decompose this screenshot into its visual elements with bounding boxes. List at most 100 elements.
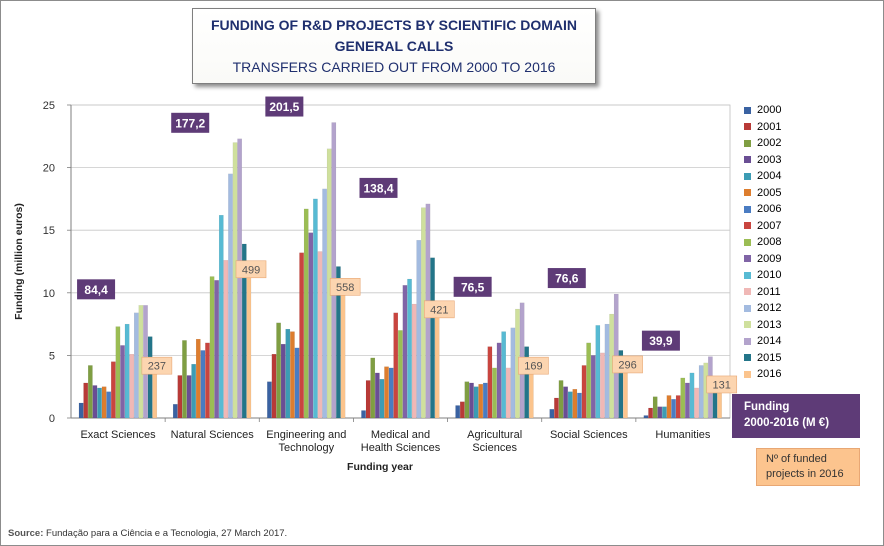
bar-2005 xyxy=(290,331,295,419)
legend-swatch xyxy=(744,139,751,147)
bar-2006 xyxy=(200,350,206,419)
bar-2007 xyxy=(393,312,399,419)
y-tick-label: 5 xyxy=(49,350,55,362)
bar-2007 xyxy=(487,346,493,419)
bar-2003 xyxy=(280,343,286,419)
bar-2015 xyxy=(336,266,341,419)
bar-2005 xyxy=(666,395,672,419)
bar-2012 xyxy=(698,365,704,419)
bar-2005 xyxy=(195,338,201,419)
bar-2000 xyxy=(172,404,178,419)
bar-2012 xyxy=(322,188,327,419)
total-funding-badge xyxy=(453,276,492,297)
legend-label: 2009 xyxy=(757,252,782,265)
bar-2014 xyxy=(237,138,242,419)
x-tick-label: Humanities xyxy=(655,429,711,441)
bar-2007 xyxy=(205,342,210,419)
projects-key-line: projects in 2016 xyxy=(766,468,844,480)
bar-2008 xyxy=(492,367,497,419)
source-text: Fundação para a Ciência e a Tecnologia, … xyxy=(46,528,288,539)
bar-2005 xyxy=(384,366,389,419)
legend-item-2003: 2003 xyxy=(744,152,781,168)
bar-2010 xyxy=(218,215,224,419)
bar-2001 xyxy=(648,407,653,419)
bar-2001 xyxy=(365,380,371,419)
bar-2016 xyxy=(623,372,628,419)
total-funding-badge xyxy=(77,279,116,300)
bar-2016 xyxy=(246,277,252,419)
projects-key-line: Nº of funded xyxy=(766,453,827,465)
bar-2006 xyxy=(388,367,394,419)
bar-2009 xyxy=(402,285,408,419)
legend-label: 2000 xyxy=(757,104,782,116)
funding-key-line: 2000-2016 (M €) xyxy=(744,417,830,429)
legend-swatch xyxy=(744,321,751,329)
legend-item-2014: 2014 xyxy=(744,333,781,349)
total-funding-badge xyxy=(265,96,304,117)
legend-label: 2003 xyxy=(757,153,782,166)
legend-swatch xyxy=(744,156,751,164)
bar-2000 xyxy=(455,405,460,419)
bar-2006 xyxy=(671,399,676,419)
bar-2007 xyxy=(111,361,116,419)
projects-badge xyxy=(706,375,738,394)
legend-item-2000: 2000 xyxy=(744,102,781,118)
legend-item-2016: 2016 xyxy=(744,366,781,382)
projects-badge xyxy=(612,355,643,374)
bar-2006 xyxy=(577,392,582,419)
bar-2004 xyxy=(97,387,102,419)
bar-2008 xyxy=(209,276,215,419)
bar-2015 xyxy=(618,350,624,419)
chart-title-box: FUNDING OF R&D PROJECTS BY SCIENTIFIC DO… xyxy=(192,8,596,84)
bar-2007 xyxy=(299,252,304,419)
source-label: Source: xyxy=(8,528,44,539)
bar-2009 xyxy=(214,280,219,419)
legend-label: 2013 xyxy=(757,318,782,331)
bar-2012 xyxy=(134,312,139,419)
bar-2004 xyxy=(191,364,196,419)
bar-2015 xyxy=(241,243,247,419)
bar-2011 xyxy=(223,260,229,419)
legend-swatch xyxy=(744,189,751,197)
legend-swatch xyxy=(744,222,751,230)
bar-2010 xyxy=(689,372,695,419)
bar-2004 xyxy=(285,328,291,419)
bar-2012 xyxy=(228,173,233,419)
legend-swatch xyxy=(744,106,751,114)
bar-2004 xyxy=(473,386,479,419)
projects-badge xyxy=(141,356,173,375)
bar-2007 xyxy=(581,365,587,419)
legend-label: 2012 xyxy=(757,302,782,314)
bar-2016 xyxy=(340,295,346,419)
legend-label: 2015 xyxy=(757,351,782,364)
bar-2000 xyxy=(78,402,84,419)
x-axis-title: Funding year xyxy=(347,461,413,473)
bar-2003 xyxy=(469,382,474,419)
bar-2007 xyxy=(675,395,681,419)
legend-label: 2004 xyxy=(757,170,782,182)
bar-2016 xyxy=(434,317,440,419)
legend-label: 2001 xyxy=(757,120,782,133)
legend-item-2012: 2012 xyxy=(744,300,781,316)
bar-2003 xyxy=(657,406,663,419)
bar-2003 xyxy=(563,386,568,419)
legend-swatch xyxy=(744,123,751,131)
bar-2008 xyxy=(680,377,686,419)
bar-2011 xyxy=(505,367,511,419)
total-funding-value: 138,4 xyxy=(363,181,393,195)
chart-period: TRANSFERS CARRIED OUT FROM 2000 TO 2016 xyxy=(232,59,556,75)
legend-swatch xyxy=(744,205,751,213)
funding-key-line: Funding xyxy=(744,401,790,413)
projects-value: 169 xyxy=(524,361,542,373)
x-tick-label: Health Sciences xyxy=(361,442,441,454)
bar-2011 xyxy=(694,387,699,419)
legend-swatch xyxy=(744,271,751,279)
legend-label: 2006 xyxy=(757,203,782,215)
bar-2002 xyxy=(88,365,93,419)
legend-label: 2002 xyxy=(757,137,782,149)
x-tick-label: Social Sciences xyxy=(550,429,628,441)
bar-2004 xyxy=(662,406,667,419)
bar-2004 xyxy=(567,391,573,419)
legend-item-2011: 2011 xyxy=(744,284,781,300)
